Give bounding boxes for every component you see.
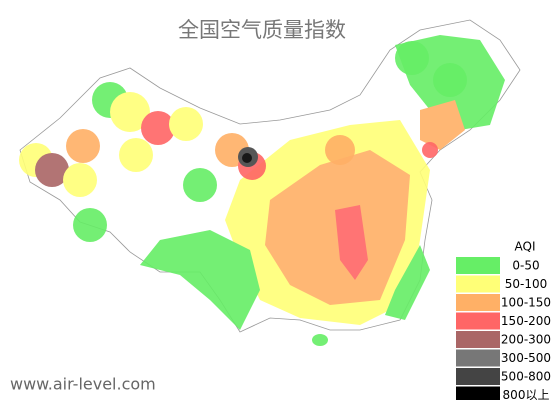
station [169,107,203,141]
legend-title: AQI [515,240,536,254]
station [66,129,100,163]
station-circles [19,41,467,242]
station [119,138,153,172]
legend-swatch [456,368,500,385]
legend-label: 300-500 [501,351,551,365]
station [141,111,175,145]
station [242,153,252,163]
legend-swatch [456,312,500,330]
legend-swatch [456,275,500,293]
legend: AQI 0-50 50-100 100-150 150-200 200-300 300-5… [452,236,555,400]
station [110,92,150,132]
legend-label: 500-800 [501,370,551,384]
station [183,168,217,202]
region [312,334,328,346]
legend-swatch [456,331,500,348]
aqi-regions [140,35,505,346]
legend-swatch [456,349,500,367]
watermark: www.air-level.com [10,375,156,394]
map-title: 全国空气质量指数 [178,18,346,42]
station [35,153,69,187]
legend-swatch [456,257,500,274]
station [63,163,97,197]
legend-swatch [456,294,500,311]
legend-label: 50-100 [505,277,548,291]
station [395,41,429,75]
region [385,245,430,320]
station [433,63,467,97]
legend-label: 100-150 [501,296,551,310]
station [73,208,107,242]
legend-swatch [456,386,500,400]
region [335,205,368,280]
station [325,135,355,165]
legend-label: 200-300 [501,333,551,347]
region [420,100,465,150]
region [140,230,260,330]
station [422,142,438,158]
map [19,19,521,346]
legend-label: 800以上 [503,388,550,400]
legend-label: 150-200 [501,314,551,328]
legend-label: 0-50 [512,259,539,273]
